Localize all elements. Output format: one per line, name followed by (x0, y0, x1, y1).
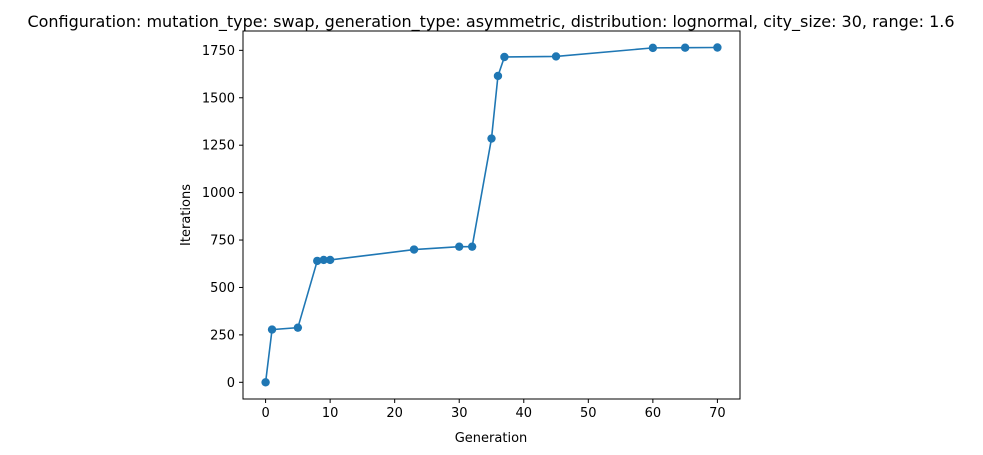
data-point (409, 245, 419, 254)
data-point (267, 325, 277, 334)
data-point (493, 71, 503, 81)
data-point (500, 52, 509, 62)
data-point (713, 43, 722, 52)
y-tick-label: 1250 (202, 139, 235, 154)
series-line (264, 46, 718, 383)
x-tick-label: 20 (386, 406, 403, 421)
x-tick-label: 10 (322, 406, 339, 421)
x-tick-label: 60 (645, 406, 662, 421)
x-tick-label: 0 (261, 406, 269, 421)
data-point (551, 52, 561, 61)
data-point (325, 255, 335, 265)
series-layer (261, 43, 722, 387)
y-tick-label: 1500 (202, 91, 235, 106)
data-point (319, 255, 328, 265)
data-point (261, 378, 270, 387)
chart-title: Configuration: mutation_type: swap, gene… (27, 12, 954, 32)
x-tick-label: 40 (515, 406, 532, 421)
data-point (313, 256, 322, 266)
data-point (487, 134, 496, 143)
y-tick-label: 1000 (202, 186, 235, 201)
x-axis-label: Generation (455, 431, 528, 446)
data-point (467, 242, 477, 251)
y-axis: 0 250 500 750 1000 1250 1500 1750 (202, 44, 243, 391)
y-tick-label: 1750 (202, 44, 235, 59)
y-tick-label: 500 (210, 281, 235, 296)
data-point (455, 242, 464, 251)
x-axis: 0 10 20 30 40 50 60 70 (261, 399, 726, 421)
y-tick-label: 0 (227, 376, 235, 391)
y-axis-label: Iterations (179, 184, 194, 246)
x-tick-label: 50 (580, 406, 597, 421)
x-tick-label: 70 (709, 406, 726, 421)
x-tick-label: 30 (451, 406, 468, 421)
y-tick-label: 250 (210, 328, 235, 343)
plot-area (242, 30, 741, 400)
data-point (648, 43, 658, 53)
data-point (680, 43, 690, 52)
data-point (293, 323, 303, 332)
y-tick-label: 750 (210, 234, 235, 249)
